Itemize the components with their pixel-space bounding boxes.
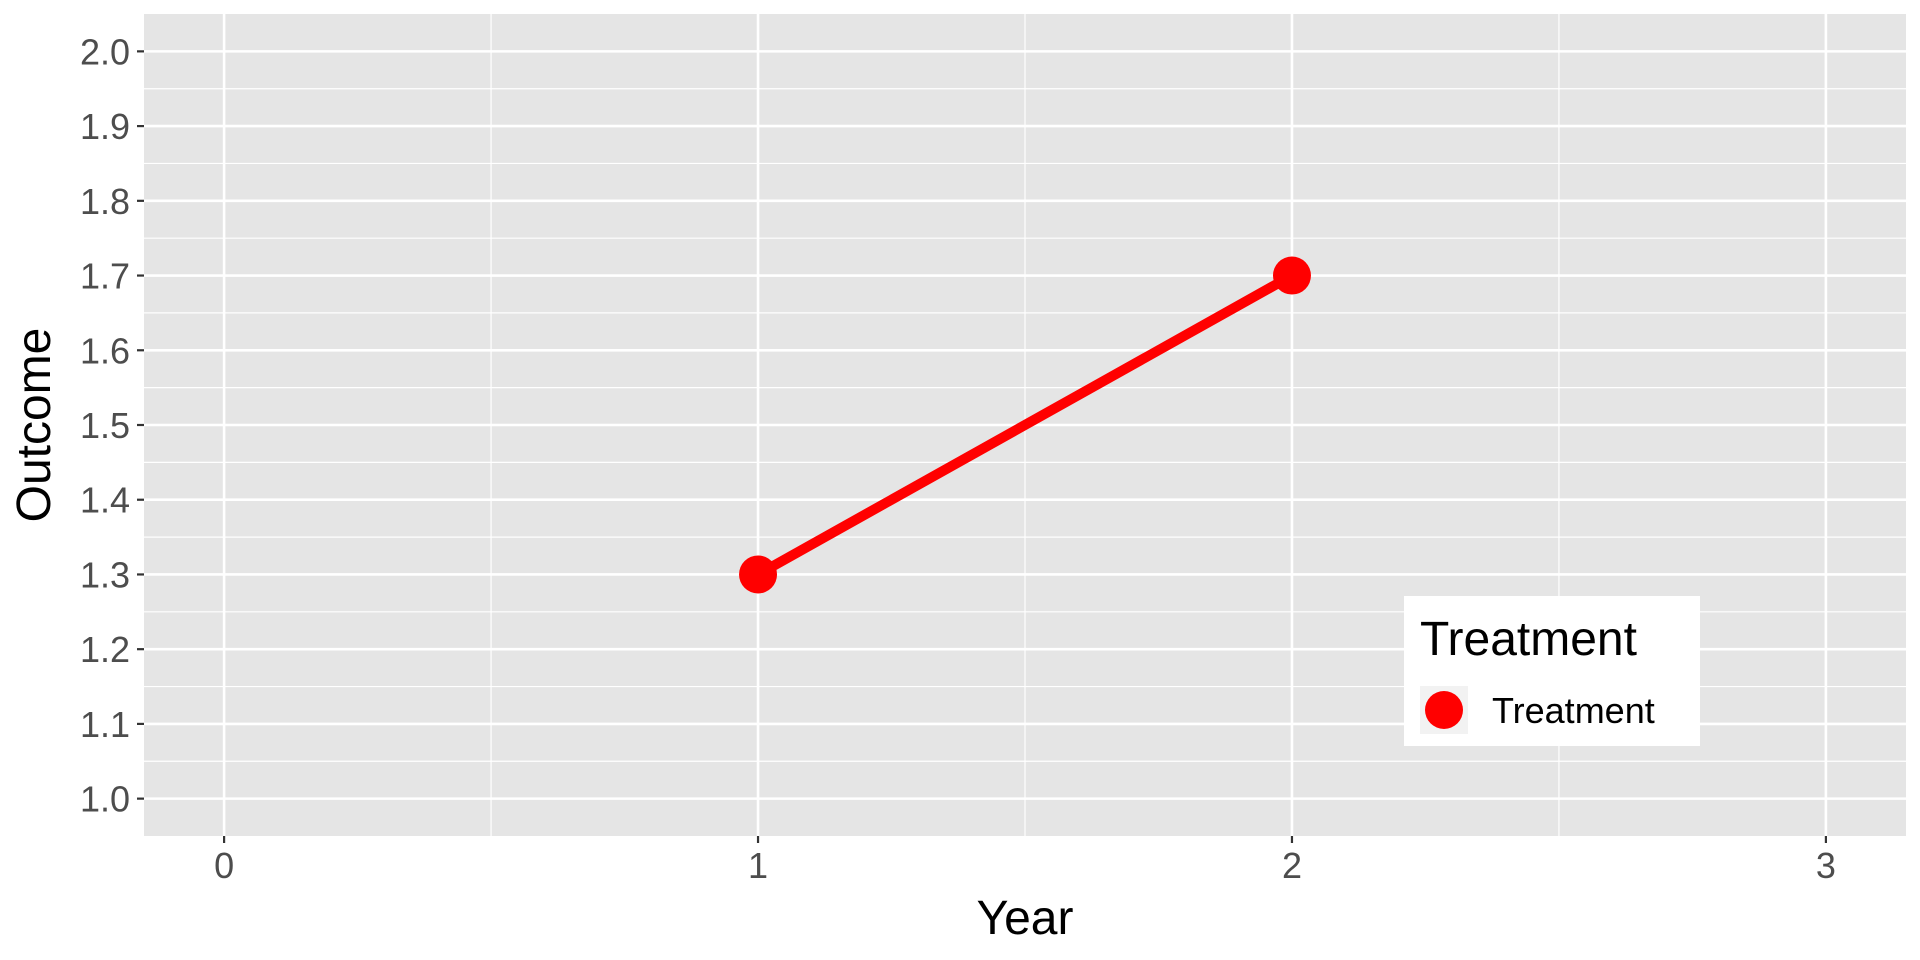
legend: Treatment Treatment — [1404, 596, 1700, 746]
y-tick-label: 1.7 — [80, 256, 130, 297]
legend-label-treatment: Treatment — [1492, 690, 1655, 731]
y-tick-label: 1.3 — [80, 554, 130, 595]
y-axis: 1.0 1.1 1.2 1.3 1.4 1.5 1.6 1.7 1.8 1.9 2.0 — [80, 31, 144, 820]
y-tick-label: 1.8 — [80, 181, 130, 222]
y-tick-label: 1.9 — [80, 106, 130, 147]
y-tick-label: 2.0 — [80, 31, 130, 72]
legend-title: Treatment — [1420, 613, 1637, 666]
x-tick-label: 2 — [1282, 845, 1302, 886]
data-point-treatment — [1272, 256, 1311, 295]
x-axis: 0 1 2 3 — [214, 836, 1836, 886]
legend-marker-treatment — [1425, 691, 1463, 729]
x-axis-title: Year — [977, 892, 1074, 945]
y-axis-title: Outcome — [8, 328, 61, 523]
data-point-treatment — [739, 555, 778, 594]
y-tick-label: 1.2 — [80, 629, 130, 670]
y-tick-label: 1.5 — [80, 405, 130, 446]
x-tick-label: 0 — [214, 845, 234, 886]
major-grid — [144, 14, 1906, 836]
x-tick-label: 1 — [748, 845, 768, 886]
series-layer — [739, 256, 1311, 594]
y-tick-label: 1.6 — [80, 330, 130, 371]
y-tick-label: 1.0 — [80, 779, 130, 820]
y-tick-label: 1.4 — [80, 480, 130, 521]
series-line-treatment — [755, 271, 1295, 579]
y-tick-label: 1.1 — [80, 704, 130, 745]
x-tick-label: 3 — [1816, 845, 1836, 886]
